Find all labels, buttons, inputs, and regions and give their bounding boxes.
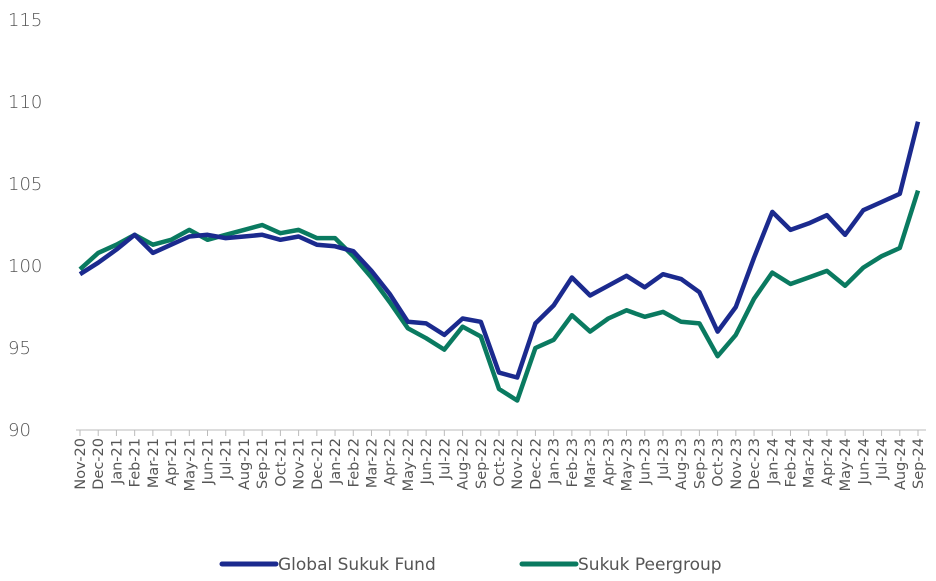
legend-label: Global Sukuk Fund xyxy=(278,555,436,575)
x-tick-label: Feb-22 xyxy=(346,438,362,487)
y-tick-label: 90 xyxy=(8,420,31,441)
x-tick-label: Sep-23 xyxy=(692,438,708,489)
x-tick-label: Mar-22 xyxy=(364,438,380,488)
y-tick-label: 105 xyxy=(8,174,42,195)
x-tick-label: Nov-21 xyxy=(292,438,308,490)
x-tick-label: Jan-22 xyxy=(328,438,344,485)
x-tick-label: Dec-23 xyxy=(747,438,763,490)
x-tick-label: Apr-21 xyxy=(164,438,180,486)
x-tick-label: Apr-22 xyxy=(383,438,399,486)
x-tick-label: Jul-22 xyxy=(437,438,453,480)
x-tick-label: Oct-23 xyxy=(711,438,727,487)
x-tick-label: Jul-21 xyxy=(219,438,235,480)
x-tick-label: Aug-22 xyxy=(456,438,472,490)
y-tick-label: 115 xyxy=(8,10,42,31)
x-tick-label: Jun-22 xyxy=(419,438,435,485)
x-tick-label: Apr-24 xyxy=(820,438,836,486)
x-tick-label: Jan-21 xyxy=(109,438,125,485)
x-tick-label: Aug-21 xyxy=(237,438,253,490)
x-tick-label: Feb-24 xyxy=(783,438,799,487)
x-tick-label: Jan-24 xyxy=(765,438,781,485)
y-tick-label: 95 xyxy=(8,338,31,359)
x-tick-label: Oct-21 xyxy=(273,438,289,487)
x-tick-label: Jun-23 xyxy=(638,438,654,485)
x-tick-label: May-22 xyxy=(401,438,417,491)
x-tick-label: Mar-21 xyxy=(146,438,162,488)
x-tick-label: Jun-21 xyxy=(201,438,217,485)
y-tick-label: 100 xyxy=(8,256,42,277)
x-tick-label: May-21 xyxy=(182,438,198,491)
legend-label: Sukuk Peergroup xyxy=(578,555,722,575)
x-tick-label: Feb-23 xyxy=(565,438,581,487)
x-tick-label: Dec-22 xyxy=(528,438,544,490)
x-tick-label: May-24 xyxy=(838,438,854,491)
series-line xyxy=(78,121,921,380)
x-tick-label: Dec-21 xyxy=(310,438,326,490)
x-tick-label: Nov-22 xyxy=(510,438,526,490)
x-tick-label: Jan-23 xyxy=(547,438,563,485)
x-tick-label: Nov-20 xyxy=(73,438,89,490)
x-tick-label: May-23 xyxy=(620,438,636,491)
x-tick-label: Apr-23 xyxy=(601,438,617,486)
x-tick-label: Sep-22 xyxy=(474,438,490,489)
x-tick-label: Sep-24 xyxy=(911,438,927,489)
x-tick-label: Mar-24 xyxy=(802,438,818,488)
y-tick-label: 110 xyxy=(8,92,42,113)
x-tick-label: Oct-22 xyxy=(492,438,508,487)
x-tick-label: Feb-21 xyxy=(128,438,144,487)
x-tick-label: Aug-23 xyxy=(674,438,690,490)
x-tick-label: Dec-20 xyxy=(91,438,107,490)
x-tick-label: Nov-23 xyxy=(729,438,745,490)
x-tick-label: Sep-21 xyxy=(255,438,271,489)
x-tick-label: Jul-23 xyxy=(656,438,672,480)
x-tick-label: Jul-24 xyxy=(875,438,891,480)
x-tick-label: Mar-23 xyxy=(583,438,599,488)
x-tick-label: Aug-24 xyxy=(893,438,909,490)
x-tick-label: Jun-24 xyxy=(856,438,872,485)
